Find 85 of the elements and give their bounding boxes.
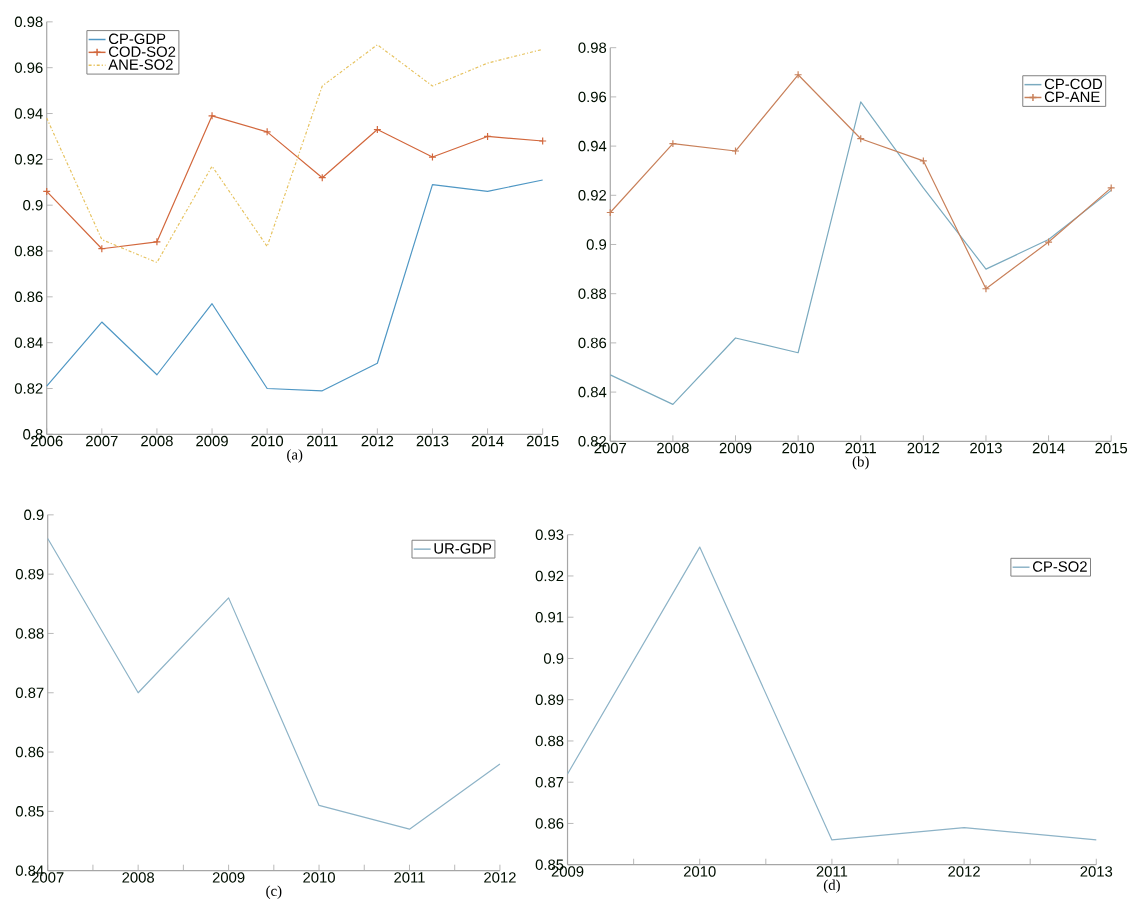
y-tick-label: 0.92 <box>14 153 43 165</box>
point <box>1107 183 1116 192</box>
x-tick-label: 2010 <box>251 435 284 447</box>
point <box>1044 237 1053 246</box>
y-tick-label: 0.92 <box>578 189 607 201</box>
point <box>981 284 991 293</box>
point <box>152 237 162 246</box>
point <box>263 127 272 136</box>
y-tick-label: 0.85 <box>15 805 44 817</box>
y-tick-label: 0.86 <box>578 337 607 348</box>
y-tick-label: 0.88 <box>15 628 44 639</box>
x-tick-label: 2010 <box>303 872 335 883</box>
y-tick-label: 0.9 <box>24 509 44 520</box>
y-tick-label: 0.87 <box>15 687 44 698</box>
y-tick-label: 0.96 <box>578 91 607 102</box>
y-tick-label: 0.89 <box>15 568 44 580</box>
y-tick-label: 0.86 <box>14 291 43 302</box>
x-tick-label: 2012 <box>361 435 394 447</box>
line-series <box>47 537 501 830</box>
x-tick-label: 2015 <box>526 435 559 447</box>
x-tick-label: 2010 <box>782 442 815 454</box>
x-tick-label: 2014 <box>471 435 504 447</box>
x-tick-label: 2008 <box>122 872 155 883</box>
y-tick-label: 0.88 <box>578 288 607 299</box>
x-tick-label: 2009 <box>719 442 752 454</box>
y-tick-label: 0.93 <box>535 529 564 540</box>
x-tick-label: 2011 <box>394 872 425 883</box>
y-tick-label: 0.94 <box>578 140 607 152</box>
legend-label: CP-SO2 <box>1033 561 1087 572</box>
y-tick-label: 0.92 <box>535 570 564 582</box>
x-tick-label: 2014 <box>1032 442 1065 454</box>
x-tick-label: 2008 <box>141 435 173 447</box>
x-tick-label: 2012 <box>948 866 980 877</box>
line-series <box>46 44 544 263</box>
y-tick-label: 0.98 <box>578 42 607 53</box>
x-tick-label: 2009 <box>212 872 245 883</box>
x-axis-title: (c) <box>266 885 282 899</box>
legend-label: ANE-SO2 <box>108 59 173 70</box>
line-series <box>566 546 1097 841</box>
line-series <box>609 101 1112 405</box>
y-tick-label: 0.9 <box>586 239 607 250</box>
y-tick-label: 0.88 <box>14 245 43 257</box>
legend-label: COD-SO2 <box>109 46 176 57</box>
legend-label: UR-GDP <box>434 543 492 554</box>
y-tick-label: 0.89 <box>535 694 564 705</box>
point <box>794 70 803 79</box>
x-tick-label: 2011 <box>845 442 876 454</box>
y-tick-label: 0.9 <box>543 653 564 664</box>
y-tick-label: 0.86 <box>535 818 564 829</box>
x-tick-label: 2011 <box>816 866 848 877</box>
y-tick-label: 0.94 <box>14 108 43 119</box>
y-tick-label: 0.96 <box>14 62 43 73</box>
x-tick-label: 2012 <box>907 442 940 454</box>
y-tick-label: 0.98 <box>14 16 43 27</box>
x-tick-label: 2013 <box>1080 866 1113 877</box>
x-tick-label: 2013 <box>970 442 1002 454</box>
x-tick-label: 2015 <box>1095 442 1128 454</box>
x-tick-label: 2013 <box>416 435 449 447</box>
y-tick-label: 0.84 <box>578 386 607 398</box>
x-tick-label: 2010 <box>683 866 716 877</box>
legend-label: CP-GDP <box>109 33 166 44</box>
x-tick-label: 2009 <box>196 435 228 447</box>
point <box>538 136 547 145</box>
y-tick-label: 0.84 <box>14 337 43 348</box>
x-tick-label: 2011 <box>307 435 338 447</box>
point <box>919 156 928 165</box>
legend-label: CP-ANE <box>1044 91 1100 102</box>
point <box>207 111 217 120</box>
y-tick-label: 0.82 <box>14 383 43 394</box>
x-tick-label: 2008 <box>657 442 689 454</box>
x-tick-label: 2012 <box>484 872 516 883</box>
x-axis-title: (a) <box>287 449 303 463</box>
point <box>668 139 677 148</box>
legend-label: CP-COD <box>1044 78 1103 90</box>
x-axis-title: (d) <box>823 879 840 893</box>
y-tick-label: 0.9 <box>23 199 43 211</box>
y-tick-label: 0.91 <box>535 611 564 623</box>
point <box>428 152 437 161</box>
line-series <box>46 179 544 392</box>
y-tick-label: 0.86 <box>15 746 44 758</box>
x-axis-title: (b) <box>852 455 869 470</box>
y-tick-label: 0.87 <box>535 776 564 788</box>
x-tick-label: 2007 <box>86 435 118 447</box>
y-tick-label: 0.88 <box>535 735 564 747</box>
point <box>731 146 740 155</box>
